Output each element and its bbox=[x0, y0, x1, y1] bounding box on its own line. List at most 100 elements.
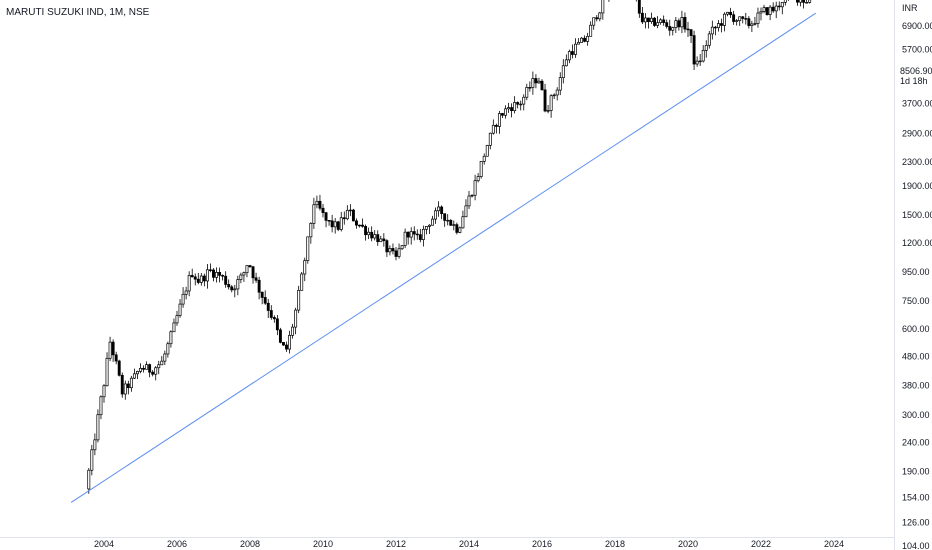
candle-down bbox=[418, 234, 422, 240]
candle-down bbox=[540, 80, 544, 91]
candle-up bbox=[650, 17, 653, 23]
candle-down bbox=[190, 275, 194, 278]
candle-up bbox=[698, 60, 702, 63]
candle-up bbox=[491, 124, 495, 134]
candle-up bbox=[105, 357, 109, 387]
candle-down bbox=[318, 200, 322, 209]
candle-down bbox=[218, 272, 222, 276]
x-tick-label: 2020 bbox=[678, 539, 698, 549]
candle-down bbox=[269, 310, 273, 318]
candle-up bbox=[87, 469, 91, 490]
candle-up bbox=[704, 44, 708, 51]
candle-down bbox=[683, 17, 687, 30]
candle-up bbox=[476, 176, 480, 182]
candle-up bbox=[428, 224, 431, 227]
candle-up bbox=[157, 364, 161, 369]
candle-down bbox=[248, 265, 252, 268]
candle-up bbox=[659, 19, 663, 23]
candle-up bbox=[701, 50, 705, 62]
candle-up bbox=[236, 279, 240, 290]
candle-up bbox=[452, 224, 456, 226]
candle-up bbox=[558, 77, 562, 91]
candle-down bbox=[126, 383, 130, 389]
candle-down bbox=[257, 279, 261, 293]
candle-down bbox=[321, 207, 325, 213]
x-axis-ticks: 2004 2006 2008 2010 2012 2014 2016 2018 2020 2022… bbox=[94, 539, 844, 549]
candle-up bbox=[187, 275, 191, 292]
candle-up bbox=[643, 17, 647, 23]
x-tick-label: 2004 bbox=[94, 539, 114, 549]
candle-down bbox=[534, 78, 538, 84]
candle-down bbox=[285, 344, 288, 350]
candle-up bbox=[306, 236, 310, 261]
candle-down bbox=[355, 220, 358, 226]
candle-up bbox=[592, 17, 596, 26]
candle-up bbox=[780, 1, 784, 8]
candle-down bbox=[640, 12, 644, 23]
candle-down bbox=[777, 5, 781, 8]
candle-up bbox=[397, 248, 401, 257]
candle-up bbox=[446, 219, 450, 222]
candle-down bbox=[221, 275, 225, 277]
candle-down bbox=[260, 291, 264, 298]
candle-up bbox=[348, 209, 352, 212]
candle-down bbox=[729, 11, 733, 16]
candle-up bbox=[96, 414, 100, 441]
candle-up bbox=[513, 102, 517, 112]
candle-down bbox=[689, 29, 693, 36]
candle-up bbox=[345, 209, 349, 220]
candle-down bbox=[142, 367, 145, 370]
candle-down bbox=[516, 102, 520, 105]
candle-up bbox=[178, 303, 182, 316]
candle-up bbox=[373, 234, 377, 239]
candle-down bbox=[510, 107, 514, 112]
candle-up bbox=[464, 205, 468, 218]
candle-down bbox=[148, 364, 152, 373]
candle-up bbox=[598, 12, 602, 20]
candle-down bbox=[364, 225, 368, 236]
candle-down bbox=[114, 354, 118, 362]
candle-down bbox=[111, 341, 115, 356]
x-tick-label: 2014 bbox=[459, 539, 479, 549]
candle-up bbox=[379, 238, 383, 243]
candle-down bbox=[361, 224, 364, 227]
candle-down bbox=[528, 87, 532, 89]
candle-down bbox=[193, 276, 197, 280]
candle-down bbox=[230, 286, 234, 291]
candle-up bbox=[90, 449, 94, 471]
candle-down bbox=[455, 224, 459, 233]
y-tick-label: 750.00 bbox=[902, 296, 930, 306]
candle-down bbox=[720, 23, 723, 26]
candle-up bbox=[546, 110, 550, 112]
x-tick-label: 2010 bbox=[313, 539, 333, 549]
candle-up bbox=[537, 80, 541, 84]
last-price-label: 8506.90 bbox=[900, 66, 932, 76]
candle-up bbox=[577, 42, 580, 45]
last-price-tag bbox=[897, 64, 932, 88]
candle-down bbox=[224, 275, 228, 285]
y-tick-label: 1900.00 bbox=[902, 181, 932, 191]
candle-up bbox=[522, 96, 526, 105]
candle-up bbox=[774, 5, 778, 12]
trendline[interactable] bbox=[70, 12, 817, 503]
candle-up bbox=[309, 223, 313, 238]
candle-down bbox=[266, 302, 270, 311]
candle-up bbox=[470, 194, 474, 197]
candle-down bbox=[665, 22, 669, 27]
y-tick-label: 154.00 bbox=[902, 493, 930, 503]
candle-down bbox=[637, 0, 641, 14]
countdown-label: 1d 18h bbox=[900, 76, 928, 86]
candle-up bbox=[199, 275, 203, 283]
candle-up bbox=[339, 217, 343, 230]
candle-down bbox=[272, 317, 276, 320]
candle-up bbox=[580, 37, 583, 43]
candle-down bbox=[324, 212, 328, 221]
y-tick-label: 5700.00 bbox=[902, 45, 932, 55]
candle-up bbox=[139, 367, 142, 372]
candle-down bbox=[662, 19, 666, 23]
candle-up bbox=[519, 103, 523, 106]
candle-down bbox=[686, 28, 690, 31]
candle-up bbox=[680, 17, 684, 28]
y-tick-label: 190.00 bbox=[902, 466, 930, 476]
